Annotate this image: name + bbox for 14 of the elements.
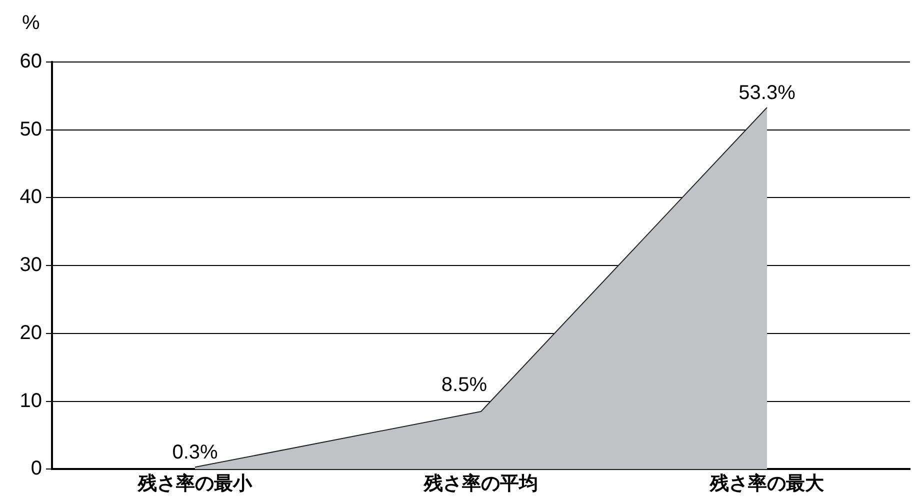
x-tick-label: 残さ率の最大 [709,472,825,495]
data-label: 0.3% [172,442,218,464]
y-axis-title: % [22,12,40,35]
y-tick-label: 0 [30,458,42,480]
y-tick-label: 10 [20,390,42,412]
y-tick-label: 30 [20,254,42,276]
x-tick-label: 残さ率の平均 [423,472,538,495]
data-label: 8.5% [441,374,488,396]
y-tick-label: 20 [20,322,42,344]
y-tick-label: 50 [20,118,42,140]
x-tick-label: 残さ率の最小 [137,472,253,495]
y-tick-label: 60 [20,50,42,73]
data-label: 53.3% [738,82,796,104]
y-tick-label: 40 [20,186,42,208]
